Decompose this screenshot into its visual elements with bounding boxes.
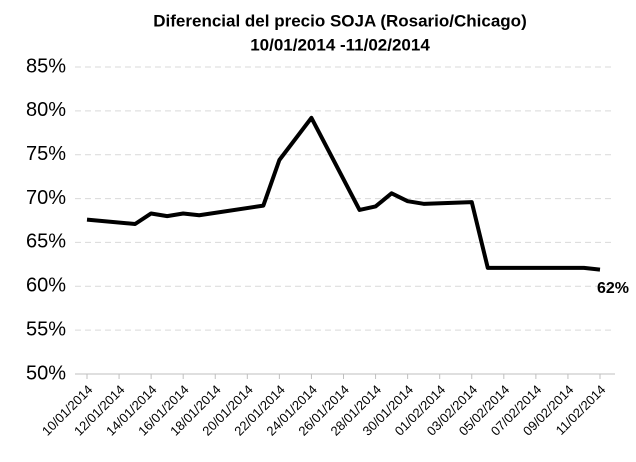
y-tick-label: 70% [26,187,66,209]
y-tick-label: 55% [26,318,66,340]
y-tick-label: 50% [26,362,66,384]
chart-subtitle: 10/01/2014 -11/02/2014 [250,35,430,54]
chart-title: Diferencial del precio SOJA (Rosario/Chi… [153,11,526,30]
y-tick-label: 60% [26,275,66,297]
y-tick-label: 75% [26,143,66,165]
data-label: 62% [597,280,629,297]
y-tick-label: 85% [26,55,66,77]
y-tick-label: 80% [26,99,66,121]
y-tick-label: 65% [26,231,66,253]
data-line [86,115,601,272]
